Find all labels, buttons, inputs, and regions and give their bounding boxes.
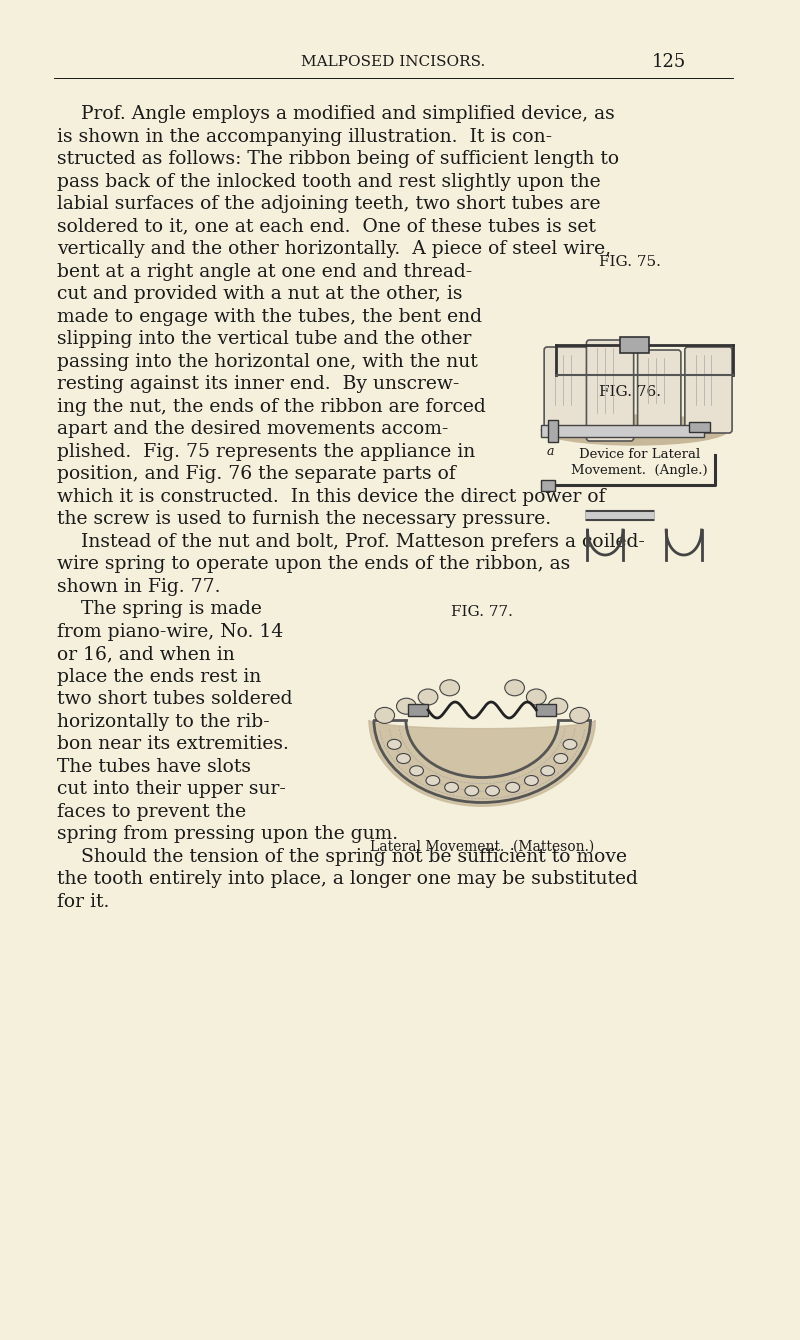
- Bar: [689, 422, 710, 431]
- Ellipse shape: [541, 765, 554, 776]
- Text: faces to prevent the: faces to prevent the: [57, 803, 246, 820]
- Text: shown in Fig. 77.: shown in Fig. 77.: [57, 578, 221, 595]
- Text: from piano-wire, No. 14: from piano-wire, No. 14: [57, 623, 283, 641]
- Text: passing into the horizontal one, with the nut: passing into the horizontal one, with th…: [57, 352, 478, 370]
- Ellipse shape: [410, 765, 423, 776]
- Ellipse shape: [445, 783, 458, 792]
- Text: cut and provided with a nut at the other, is: cut and provided with a nut at the other…: [57, 285, 462, 303]
- Ellipse shape: [554, 753, 568, 764]
- Text: pass back of the inlocked tooth and rest slightly upon the: pass back of the inlocked tooth and rest…: [57, 173, 601, 190]
- Text: bon near its extremities.: bon near its extremities.: [57, 736, 289, 753]
- Text: made to engage with the tubes, the bent end: made to engage with the tubes, the bent …: [57, 307, 482, 326]
- Text: apart and the desired movements accom-: apart and the desired movements accom-: [57, 419, 449, 438]
- Text: is shown in the accompanying illustration.  It is con-: is shown in the accompanying illustratio…: [57, 127, 552, 146]
- Text: Movement.  (Angle.): Movement. (Angle.): [571, 464, 708, 477]
- Text: The spring is made: The spring is made: [57, 600, 262, 618]
- Text: 125: 125: [652, 54, 686, 71]
- Text: FIG. 77.: FIG. 77.: [451, 604, 513, 619]
- Text: labial surfaces of the adjoining teeth, two short tubes are: labial surfaces of the adjoining teeth, …: [57, 196, 601, 213]
- Ellipse shape: [526, 689, 546, 705]
- Ellipse shape: [486, 785, 499, 796]
- Ellipse shape: [440, 679, 459, 695]
- Text: vertically and the other horizontally.  A piece of steel wire,: vertically and the other horizontally. A…: [57, 240, 611, 259]
- Text: Device for Lateral: Device for Lateral: [579, 448, 700, 461]
- Ellipse shape: [397, 698, 416, 714]
- Ellipse shape: [465, 785, 478, 796]
- Text: Prof. Angle employs a modified and simplified device, as: Prof. Angle employs a modified and simpl…: [57, 105, 615, 123]
- Text: spring from pressing upon the gum.: spring from pressing upon the gum.: [57, 825, 398, 843]
- Ellipse shape: [506, 783, 520, 792]
- Bar: [541, 425, 703, 437]
- Ellipse shape: [387, 740, 401, 749]
- Text: structed as follows: The ribbon being of sufficient length to: structed as follows: The ribbon being of…: [57, 150, 619, 168]
- Text: which it is constructed.  In this device the direct power of: which it is constructed. In this device …: [57, 488, 606, 505]
- Text: ing the nut, the ends of the ribbon are forced: ing the nut, the ends of the ribbon are …: [57, 398, 486, 415]
- Bar: [620, 336, 650, 352]
- Text: cut into their upper sur-: cut into their upper sur-: [57, 780, 286, 799]
- Bar: [408, 704, 428, 716]
- Ellipse shape: [525, 776, 538, 785]
- Text: horizontally to the rib-: horizontally to the rib-: [57, 713, 270, 730]
- Text: MALPOSED INCISORS.: MALPOSED INCISORS.: [302, 55, 486, 68]
- Text: Lateral Movement.  (Matteson.): Lateral Movement. (Matteson.): [370, 840, 594, 854]
- Bar: [548, 419, 558, 442]
- FancyBboxPatch shape: [685, 347, 732, 433]
- Text: resting against its inner end.  By unscrew-: resting against its inner end. By unscre…: [57, 375, 459, 393]
- Bar: [536, 704, 556, 716]
- Text: the screw is used to furnish the necessary pressure.: the screw is used to furnish the necessa…: [57, 511, 551, 528]
- Text: FIG. 75.: FIG. 75.: [599, 255, 661, 268]
- Ellipse shape: [375, 708, 394, 724]
- Text: plished.  Fig. 75 represents the appliance in: plished. Fig. 75 represents the applianc…: [57, 442, 475, 461]
- Ellipse shape: [505, 679, 525, 695]
- Text: place the ends rest in: place the ends rest in: [57, 667, 262, 686]
- FancyBboxPatch shape: [638, 350, 681, 431]
- Polygon shape: [369, 720, 595, 807]
- Text: slipping into the vertical tube and the other: slipping into the vertical tube and the …: [57, 330, 471, 348]
- Ellipse shape: [418, 689, 438, 705]
- Text: FIG. 76.: FIG. 76.: [598, 385, 661, 399]
- Text: Instead of the nut and bolt, Prof. Matteson prefers a coiled-: Instead of the nut and bolt, Prof. Matte…: [57, 532, 645, 551]
- Ellipse shape: [563, 740, 577, 749]
- FancyBboxPatch shape: [586, 340, 634, 441]
- Text: wire spring to operate upon the ends of the ribbon, as: wire spring to operate upon the ends of …: [57, 555, 570, 574]
- Ellipse shape: [426, 776, 440, 785]
- Ellipse shape: [548, 698, 568, 714]
- Text: for it.: for it.: [57, 892, 110, 910]
- FancyBboxPatch shape: [544, 347, 587, 433]
- Text: a: a: [546, 445, 554, 458]
- Text: soldered to it, one at each end.  One of these tubes is set: soldered to it, one at each end. One of …: [57, 217, 596, 236]
- Text: two short tubes soldered: two short tubes soldered: [57, 690, 293, 708]
- Text: the tooth entirely into place, a longer one may be substituted: the tooth entirely into place, a longer …: [57, 870, 638, 888]
- Ellipse shape: [570, 708, 590, 724]
- Ellipse shape: [397, 753, 410, 764]
- Text: or 16, and when in: or 16, and when in: [57, 645, 235, 663]
- Text: Should the tension of the spring not be sufficient to move: Should the tension of the spring not be …: [57, 847, 627, 866]
- Text: position, and Fig. 76 the separate parts of: position, and Fig. 76 the separate parts…: [57, 465, 456, 482]
- Ellipse shape: [541, 415, 728, 445]
- Text: bent at a right angle at one end and thread-: bent at a right angle at one end and thr…: [57, 263, 472, 280]
- Text: The tubes have slots: The tubes have slots: [57, 757, 251, 776]
- Bar: [541, 480, 555, 490]
